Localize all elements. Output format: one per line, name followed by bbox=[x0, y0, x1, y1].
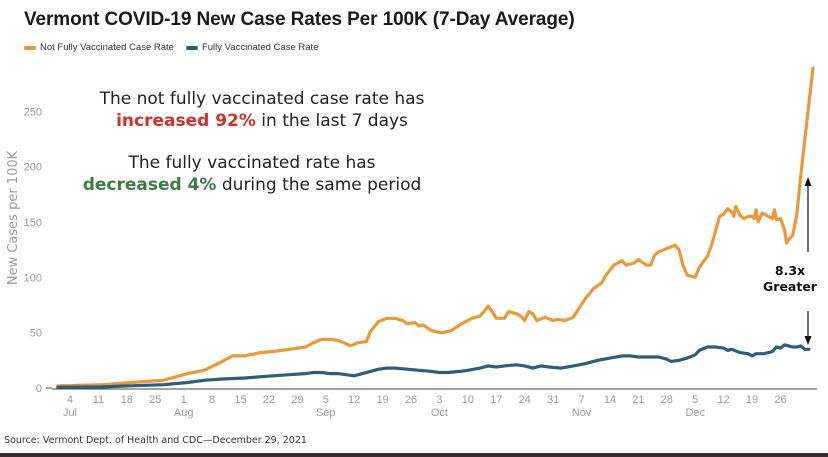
annotation-fully-vaccinated: The fully vaccinated rate has decreased … bbox=[52, 152, 452, 196]
series-line-fully-vaccinated bbox=[56, 343, 811, 389]
x-tick-label: 29 bbox=[291, 394, 303, 406]
x-tick-label: 12 bbox=[348, 394, 360, 406]
ratio-callout: 8.3x Greater bbox=[752, 263, 828, 295]
x-tick-label: 14 bbox=[604, 394, 616, 406]
annotation-2-line-a: The fully vaccinated rate has bbox=[128, 153, 376, 173]
legend: Not Fully Vaccinated Case Rate Fully Vac… bbox=[24, 42, 324, 53]
y-tick-label: 100 bbox=[24, 272, 42, 284]
x-tick-label: 5 bbox=[323, 394, 329, 406]
x-tick-label: 8 bbox=[209, 394, 215, 406]
y-axis: 0 50 100 150 200 250 bbox=[24, 106, 52, 395]
chart-title: Vermont COVID-19 New Case Rates Per 100K… bbox=[24, 9, 575, 30]
x-tick-label: 15 bbox=[234, 394, 246, 406]
x-month-label: Oct bbox=[431, 407, 448, 419]
annotation-1-rest: in the last 7 days bbox=[255, 111, 408, 131]
legend-swatch-fully-vaccinated bbox=[185, 45, 198, 50]
annotation-2-rest: during the same period bbox=[216, 175, 422, 195]
x-tick-label: 10 bbox=[462, 394, 474, 406]
legend-item-not-fully-vaccinated: Not Fully Vaccinated Case Rate bbox=[24, 42, 174, 53]
x-tick-label: 24 bbox=[519, 394, 531, 406]
x-tick-label: 5 bbox=[692, 394, 698, 406]
up-arrowhead bbox=[804, 177, 812, 186]
x-tick-label: 25 bbox=[149, 394, 161, 406]
ratio-arrows bbox=[804, 177, 812, 345]
series-line-not-fully-vaccinated bbox=[56, 66, 815, 388]
x-tick-label: 3 bbox=[436, 394, 442, 406]
y-tick-label: 50 bbox=[30, 328, 42, 340]
x-tick-label: 19 bbox=[376, 394, 388, 406]
x-tick-label: 26 bbox=[774, 394, 786, 406]
x-tick-label: 22 bbox=[263, 394, 275, 406]
x-month-label: Nov bbox=[572, 407, 592, 419]
x-month-label: Dec bbox=[685, 407, 705, 419]
ratio-value: 8.3x bbox=[774, 263, 806, 278]
y-tick-label: 200 bbox=[24, 162, 42, 174]
legend-item-fully-vaccinated: Fully Vaccinated Case Rate bbox=[185, 42, 319, 53]
annotation-not-fully-vaccinated: The not fully vaccinated case rate has i… bbox=[62, 88, 462, 132]
bottom-border bbox=[0, 453, 828, 457]
x-tick-label: 26 bbox=[405, 394, 417, 406]
x-month-label: Sep bbox=[316, 407, 336, 419]
x-tick-label: 31 bbox=[547, 394, 559, 406]
y-axis-label: New Cases per 100K bbox=[6, 150, 21, 285]
x-month-label: Jul bbox=[63, 407, 77, 419]
annotation-2-highlight: decreased 4% bbox=[82, 175, 217, 195]
x-tick-label: 12 bbox=[718, 394, 730, 406]
y-tick-label: 250 bbox=[24, 106, 42, 118]
x-month-label: Aug bbox=[174, 407, 194, 419]
down-arrowhead bbox=[804, 336, 812, 345]
series-lines bbox=[56, 66, 815, 389]
x-tick-label: 19 bbox=[746, 394, 758, 406]
x-tick-label: 11 bbox=[93, 394, 104, 406]
ratio-label: Greater bbox=[763, 279, 817, 294]
legend-label-fully-vaccinated: Fully Vaccinated Case Rate bbox=[201, 42, 319, 53]
x-tick-label: 17 bbox=[490, 394, 502, 406]
annotation-1-line-a: The not fully vaccinated case rate has bbox=[99, 89, 425, 109]
annotation-1-highlight: increased 92% bbox=[116, 111, 256, 131]
annotation-2-line-b: decreased 4% during the same period bbox=[52, 174, 452, 196]
y-tick-label: 150 bbox=[24, 217, 42, 229]
x-tick-label: 4 bbox=[67, 394, 73, 406]
x-tick-label: 21 bbox=[632, 394, 644, 406]
x-tick-label: 7 bbox=[578, 394, 584, 406]
legend-swatch-not-fully-vaccinated bbox=[24, 45, 36, 50]
y-tick-label: 0 bbox=[36, 383, 42, 395]
legend-label-not-fully-vaccinated: Not Fully Vaccinated Case Rate bbox=[40, 42, 174, 53]
x-tick-label: 28 bbox=[661, 394, 673, 406]
annotation-1-line-b: increased 92% in the last 7 days bbox=[62, 110, 462, 132]
x-tick-label: 18 bbox=[121, 394, 133, 406]
x-tick-label: 1 bbox=[181, 394, 187, 406]
source-note: Source: Vermont Dept. of Health and CDC—… bbox=[4, 435, 307, 446]
